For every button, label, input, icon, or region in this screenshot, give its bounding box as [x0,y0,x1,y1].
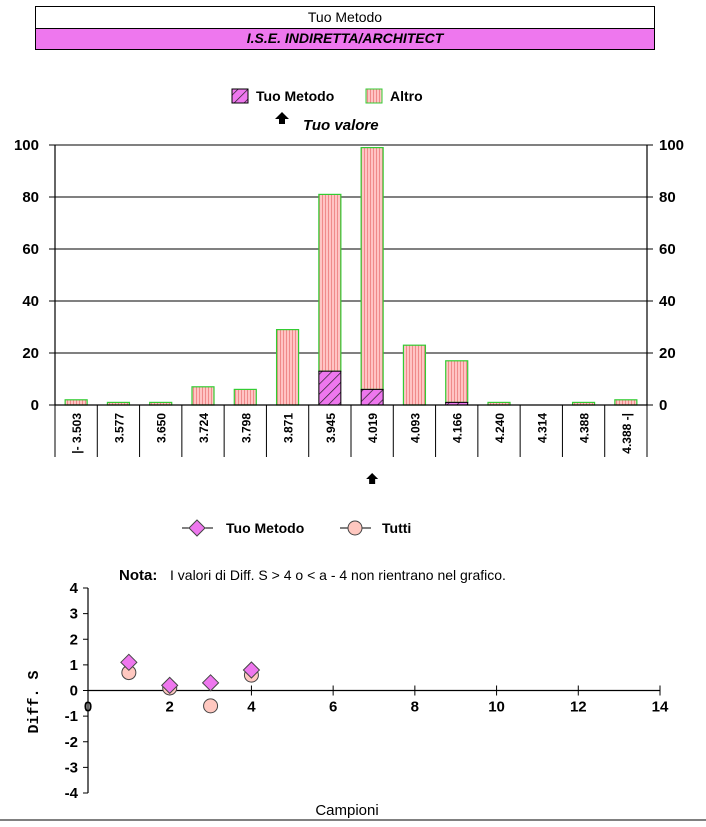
scatter-y-tick-label: -1 [65,708,78,725]
scatter-x-tick-label: 2 [166,699,174,716]
scatter-y-tick-label: 2 [70,631,78,648]
scatter-y-tick-label: -4 [65,785,79,802]
x-category-label: 4.240 [493,413,507,443]
tuo-valore-marker-icon [366,473,379,484]
point-tuo-metodo [201,674,220,692]
scatter-x-tick-label: 14 [652,699,669,716]
y-tick-label-right: 40 [659,293,676,310]
legend-swatch-tuo-metodo [231,88,249,104]
note-label: Nota: [119,567,157,584]
scatter-y-tick-label: -2 [65,734,78,751]
up-arrow-icon [275,112,289,124]
y-tick-label-right: 100 [659,137,684,154]
x-category-label: 3.724 [197,413,211,443]
report-title: Tuo Metodo [35,6,655,29]
scatter-x-tick-label: 0 [84,699,92,716]
bar-altro [445,360,469,403]
tuo-valore-label: Tuo valore [303,117,379,134]
bar-tuo-metodo [360,388,384,406]
x-category-label: 4.388 -| [620,413,634,454]
legend-swatch-altro [365,88,383,104]
x-category-label: 3.577 [112,413,126,443]
y-tick-label-left: 100 [14,137,39,154]
point-tutti [203,698,219,714]
legend-label-tutti: Tutti [382,520,411,536]
x-category-label: 3.650 [155,413,169,443]
bar-altro [402,344,427,406]
y-tick-label-left: 0 [31,397,39,414]
x-category-label: 4.314 [535,413,549,443]
x-category-label: 3.798 [239,413,253,443]
scatter-y-axis-label: Diff. S [26,670,43,733]
x-category-label: 4.093 [408,413,422,443]
x-category-label: 4.166 [451,413,465,443]
bar-tuo-metodo [318,370,342,406]
bar-altro [318,193,342,372]
legend-label-altro: Altro [390,88,423,104]
scatter-y-tick-label: 0 [70,683,78,700]
note-text: I valori di Diff. S > 4 o < a - 4 non ri… [170,567,506,583]
scatter-x-tick-label: 12 [570,699,587,716]
legend-label-tuo-metodo-scatter: Tuo Metodo [226,520,304,536]
y-tick-label-left: 80 [22,189,39,206]
bar-altro [614,399,638,406]
x-category-label: 4.388 [578,413,592,443]
bar-altro [233,388,257,406]
legend-label-tuo-metodo: Tuo Metodo [256,88,334,104]
point-tuo-metodo [242,661,261,679]
scatter-y-tick-label: 1 [70,657,78,674]
bar-altro [275,329,300,406]
legend-marker-diamond [188,519,206,537]
scatter-y-tick-label: 3 [70,606,78,623]
scatter-y-tick-label: 4 [70,580,79,597]
point-tuo-metodo [120,653,138,672]
point-tuo-metodo [161,676,179,695]
y-tick-label-left: 60 [22,241,39,258]
bar-chart: 0 0 20 20 40 40 60 60 80 80 100 100 |- 3.503 3.577 3.6… [14,137,684,484]
bar-altro [64,399,88,406]
scatter-legend: Tuo Metodo Tutti [182,519,411,537]
bar-altro [191,386,215,406]
scatter-x-tick-label: 10 [488,699,505,716]
tuo-valore-legend: Tuo valore [275,112,379,134]
x-category-label: 3.871 [282,413,296,443]
scatter-x-tick-label: 6 [329,699,337,716]
legend-marker-circle [347,520,363,536]
x-category-label: 3.945 [324,413,338,443]
scatter-x-axis-label: Campioni [315,802,378,819]
report-subtitle: I.S.E. INDIRETTA/ARCHITECT [35,29,655,50]
scatter-y-tick-label: -3 [65,759,78,776]
x-category-label: 4.019 [366,413,380,443]
y-tick-label-right: 60 [659,241,676,258]
bar-altro [360,147,384,391]
y-tick-label-right: 0 [659,397,667,414]
y-tick-label-left: 20 [22,345,39,362]
scatter-x-tick-label: 4 [247,699,256,716]
y-tick-label-right: 80 [659,189,676,206]
y-tick-label-right: 20 [659,345,676,362]
x-category-label: |- 3.503 [70,413,84,454]
bar-legend: Tuo Metodo Altro [231,88,423,104]
y-tick-label-left: 40 [22,293,39,310]
scatter-x-tick-label: 8 [411,699,419,716]
